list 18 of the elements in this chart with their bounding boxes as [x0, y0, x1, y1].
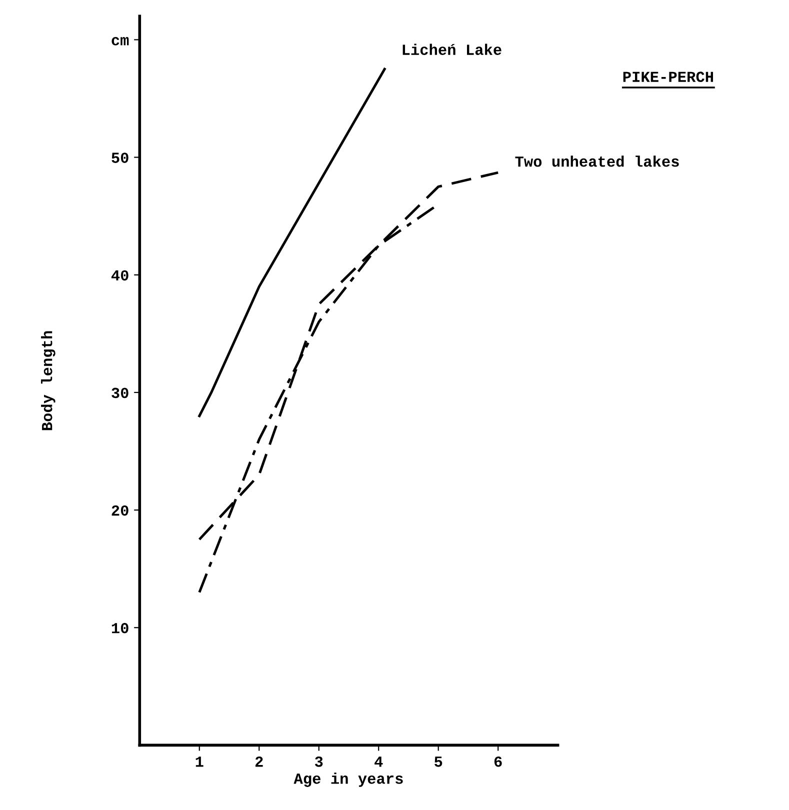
y-tick-label: 30 — [112, 388, 128, 398]
x-tick-label: 1 — [196, 756, 204, 767]
line-series — [198, 68, 386, 418]
y-tick-label: cm — [112, 37, 129, 46]
x-axis-title: Age in years — [294, 772, 403, 787]
y-axis-title: Body length — [41, 331, 56, 430]
x-tick-label: 4 — [374, 756, 383, 767]
x-tick-label: 3 — [314, 756, 323, 767]
y-tick-label: 50 — [112, 152, 128, 163]
series-label: Licheń Lake — [402, 44, 502, 55]
y-tick-label: 40 — [111, 270, 128, 281]
x-tick-label: 6 — [494, 756, 502, 767]
y-tick-label: 20 — [112, 505, 128, 516]
series-label: Two unheated lakes — [515, 156, 679, 167]
x-tick-label: 5 — [434, 756, 442, 767]
text: PIKE-PERCH — [623, 72, 714, 82]
x-tick-label: 2 — [255, 756, 263, 767]
y-tick-label: 10 — [112, 622, 128, 634]
